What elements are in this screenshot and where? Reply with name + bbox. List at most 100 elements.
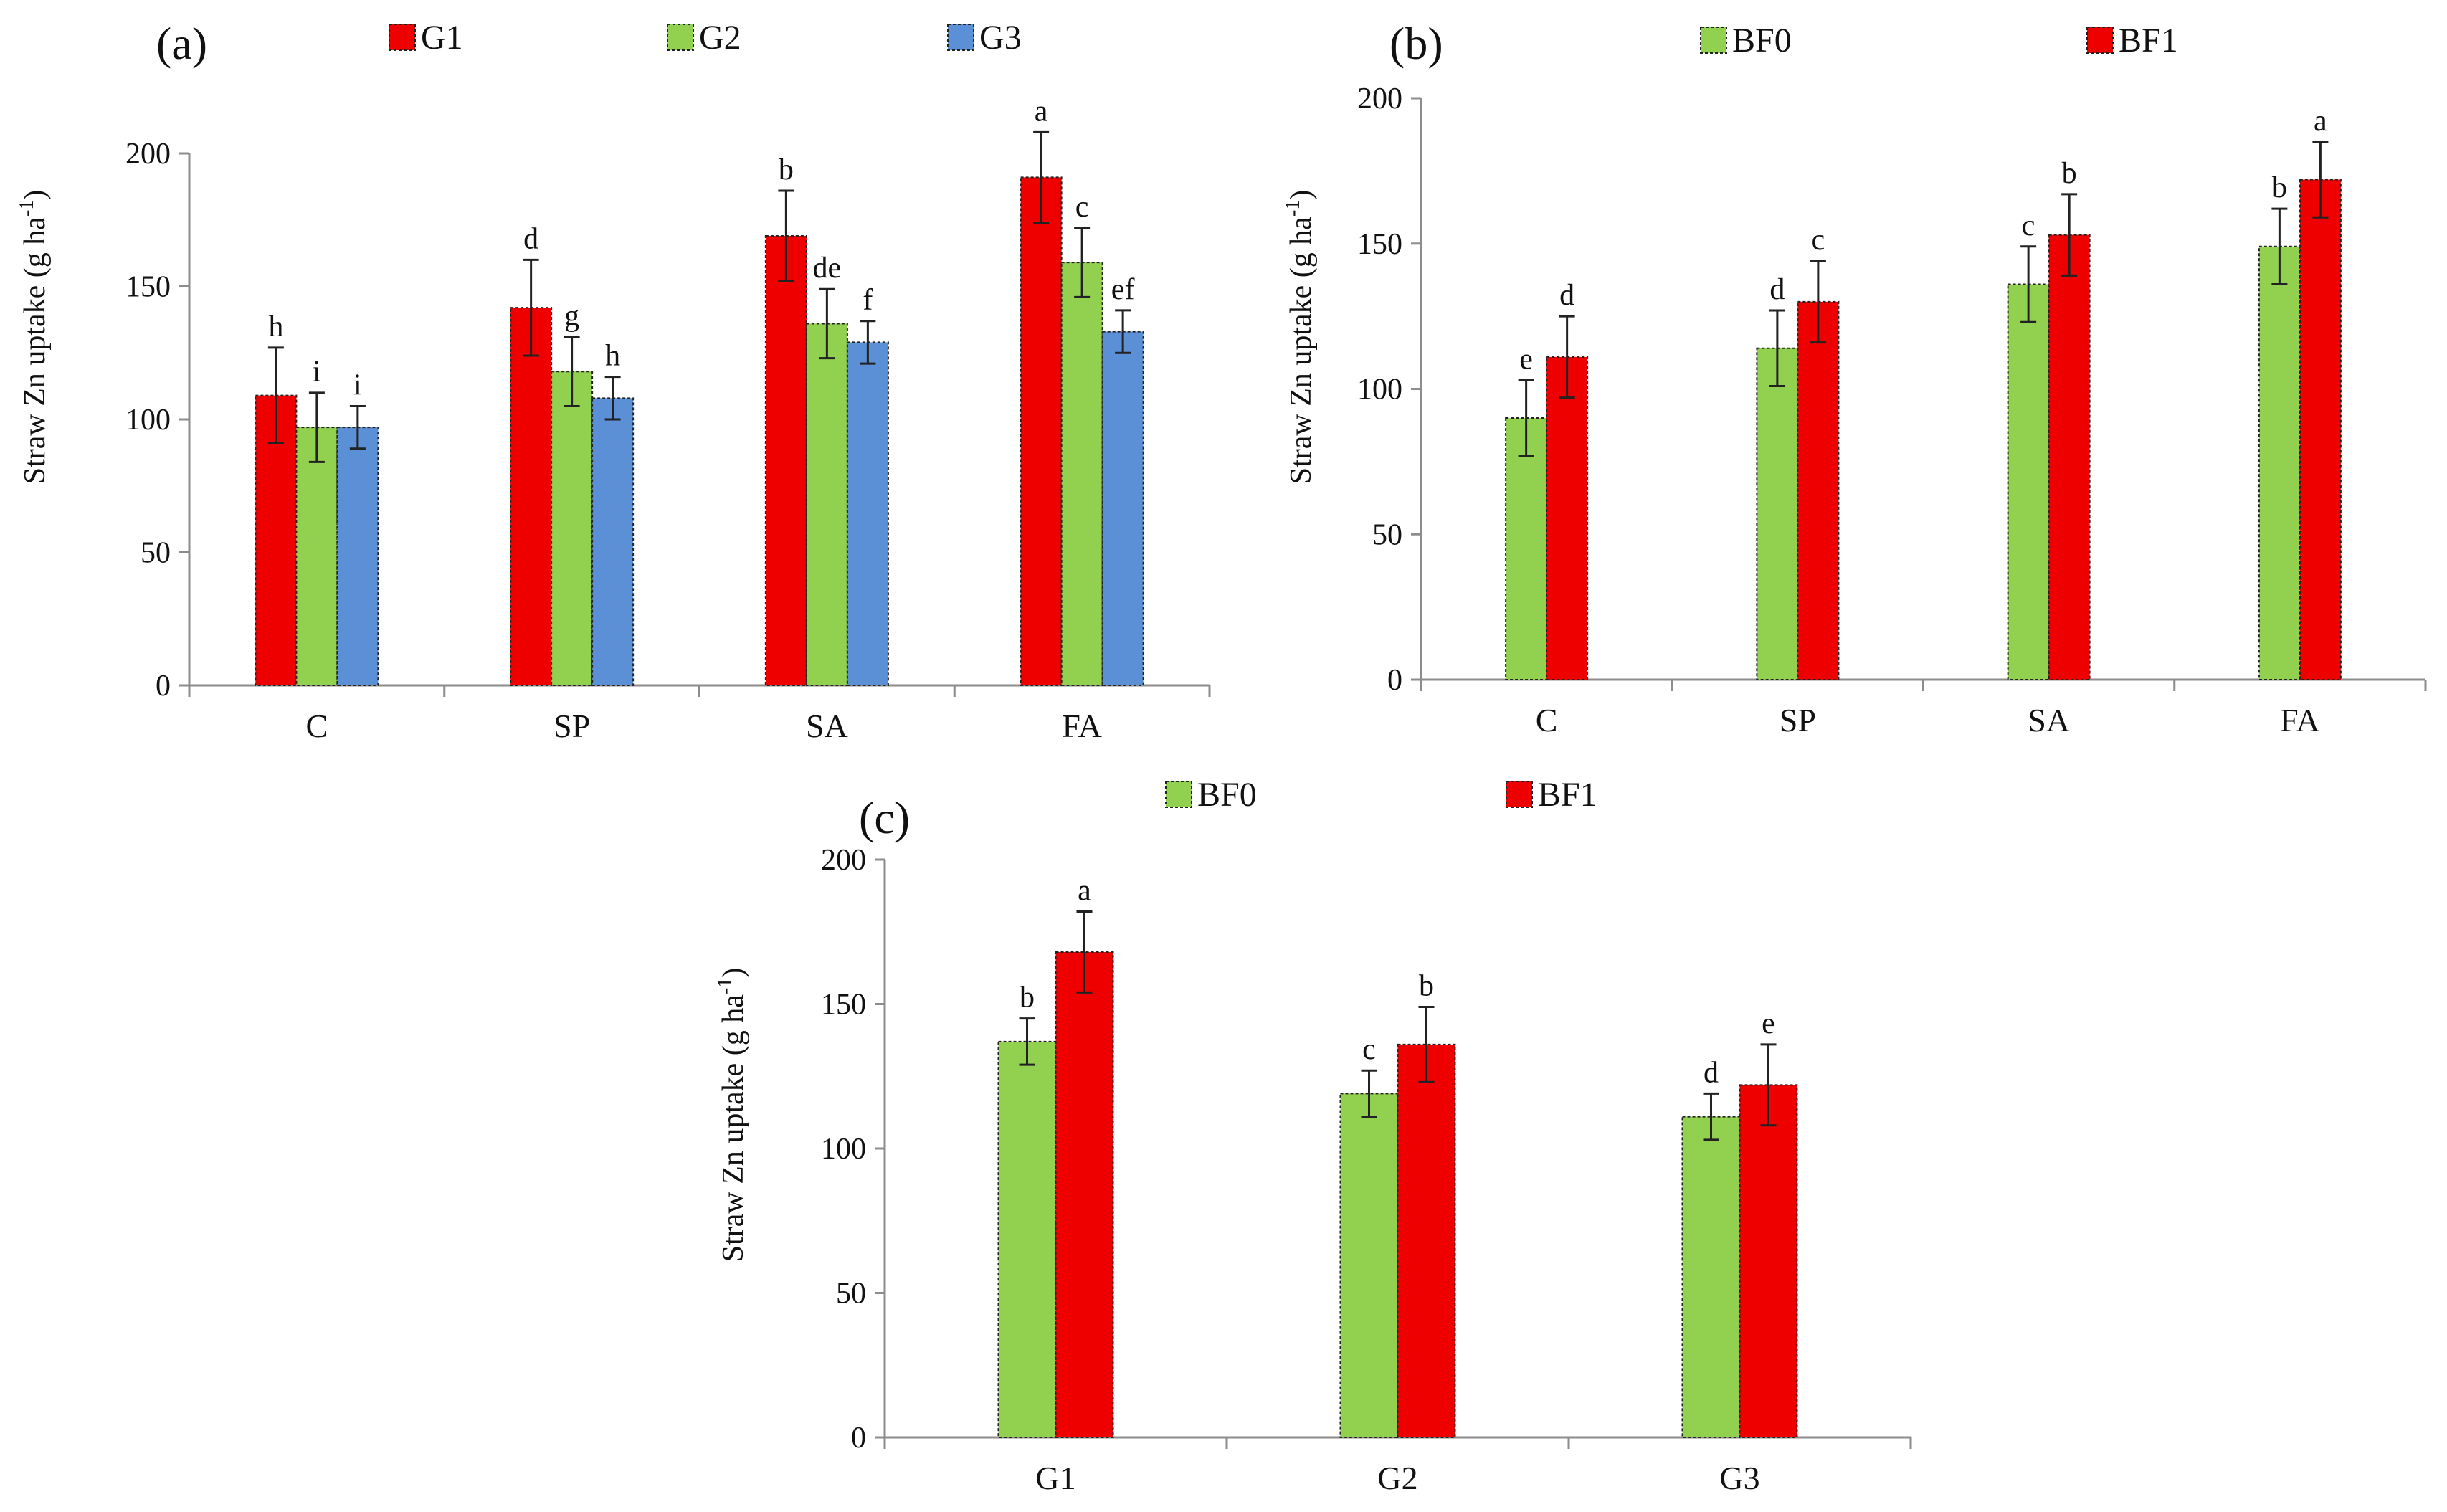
error-bar xyxy=(2061,193,2078,277)
bar-g3-c xyxy=(336,427,379,686)
significance-letter: a xyxy=(2314,105,2327,138)
error-bar xyxy=(1559,315,1575,399)
bar-bf1-g3 xyxy=(1739,1084,1798,1438)
legend-label-bf0: BF0 xyxy=(1197,776,1257,814)
legend-swatch-bf0 xyxy=(1165,781,1192,808)
y-axis: 0 50 100 150 200 xyxy=(125,138,191,703)
error-bar xyxy=(1760,1043,1777,1127)
legend: BF0 BF1 xyxy=(1700,22,2178,60)
bar-bf0-g3 xyxy=(1681,1116,1741,1439)
y-tick-label: 150 xyxy=(821,989,866,1022)
bar-bf0-c xyxy=(1505,417,1548,680)
panel-label: (c) xyxy=(859,792,910,843)
y-tick-label: 150 xyxy=(125,271,171,304)
error-bar xyxy=(1076,910,1093,994)
bar-bf0-sp xyxy=(1756,347,1799,680)
y-tick-label: 100 xyxy=(1357,374,1402,406)
legend-swatch-bf1 xyxy=(2086,27,2114,54)
x-category-label: FA xyxy=(2280,702,2319,738)
legend-swatch-g1 xyxy=(389,24,416,51)
x-category-label: G2 xyxy=(1377,1460,1417,1496)
x-category-label: G3 xyxy=(1719,1460,1759,1496)
bar-g1-sp xyxy=(510,307,553,686)
bar-bf1-c xyxy=(1546,356,1589,680)
legend-swatch-bf0 xyxy=(1700,27,1727,54)
legend-label-bf1: BF1 xyxy=(2119,22,2178,60)
significance-letter: h xyxy=(605,340,620,373)
bar-g3-sp xyxy=(591,397,635,686)
error-bar xyxy=(860,320,876,365)
significance-letter: i xyxy=(313,356,321,389)
y-tick-label: 150 xyxy=(1357,228,1402,261)
error-bar xyxy=(2312,141,2329,219)
significance-letter: a xyxy=(1035,95,1048,128)
significance-letter: d xyxy=(1769,273,1785,306)
x-category-label: C xyxy=(1536,702,1558,738)
significance-letter: g xyxy=(564,300,579,333)
y-axis-label-superscript: -1 xyxy=(714,978,736,994)
error-bar xyxy=(1703,1092,1719,1141)
significance-letter: b xyxy=(779,153,794,186)
significance-letter: e xyxy=(1762,1007,1775,1040)
bar-g2-fa xyxy=(1060,262,1103,686)
significance-letter: a xyxy=(1078,875,1091,908)
error-bar xyxy=(778,189,794,282)
y-axis-label-close: ) xyxy=(1285,190,1318,200)
x-category-label: C xyxy=(306,708,328,744)
x-category-label: FA xyxy=(1062,708,1101,744)
error-bar xyxy=(1019,1017,1035,1066)
x-category-label: G1 xyxy=(1035,1460,1075,1496)
error-bar xyxy=(1418,1006,1435,1083)
y-tick-label: 0 xyxy=(156,670,171,703)
y-axis-label-text: Straw Zn uptake (g ha xyxy=(717,994,750,1263)
y-tick-label: 200 xyxy=(125,138,171,171)
y-tick-label: 0 xyxy=(851,1422,866,1455)
error-bar xyxy=(349,404,366,450)
bar-bf1-sp xyxy=(1797,300,1840,681)
bar-bf0-fa xyxy=(2258,245,2301,680)
bar-bf0-g1 xyxy=(997,1040,1057,1438)
y-tick-label: 200 xyxy=(821,844,866,877)
y-axis: 0 50 100 150 200 xyxy=(821,844,886,1455)
significance-letter: c xyxy=(1362,1033,1376,1066)
error-bar xyxy=(523,258,539,357)
y-axis-label-superscript: -1 xyxy=(16,200,38,217)
error-bar xyxy=(308,391,325,463)
bar-bf0-g2 xyxy=(1339,1093,1399,1439)
error-bar xyxy=(1115,309,1131,354)
error-bar xyxy=(1074,227,1091,298)
legend-swatch-g2 xyxy=(667,24,694,51)
y-tick-label: 50 xyxy=(836,1278,866,1311)
y-axis-label-text: Straw Zn uptake (g ha xyxy=(1285,217,1318,485)
significance-letter: d xyxy=(1559,279,1574,312)
panel-label: (b) xyxy=(1389,18,1443,69)
legend-label-g2: G2 xyxy=(699,19,741,57)
legend-label-g1: G1 xyxy=(421,19,463,57)
y-tick-label: 100 xyxy=(125,404,171,437)
x-axis: C SP SA FA xyxy=(1420,678,2427,738)
significance-letter: c xyxy=(1812,224,1825,257)
legend-label-g3: G3 xyxy=(979,19,1022,57)
significance-letter: ef xyxy=(1111,273,1135,306)
bar-g2-c xyxy=(295,427,338,686)
legend-label-bf1: BF1 xyxy=(1538,776,1597,814)
bar-bf1-g2 xyxy=(1397,1043,1456,1439)
legend: G1 G2 G3 xyxy=(389,19,1022,57)
y-tick-label: 0 xyxy=(1387,664,1402,697)
significance-letter: i xyxy=(353,369,362,401)
significance-letter: c xyxy=(1075,191,1089,224)
legend: BF0 BF1 xyxy=(1165,776,1597,814)
significance-letter: e xyxy=(1519,343,1533,376)
error-bar xyxy=(604,376,621,421)
significance-letter: h xyxy=(268,310,283,343)
y-axis-label: Straw Zn uptake (g ha-1) xyxy=(16,190,52,485)
bar-g3-sa xyxy=(846,341,889,686)
y-axis-label-close: ) xyxy=(717,968,750,978)
error-bar xyxy=(2020,245,2037,323)
bar-g1-sa xyxy=(764,235,807,686)
y-tick-label: 200 xyxy=(1357,82,1402,115)
